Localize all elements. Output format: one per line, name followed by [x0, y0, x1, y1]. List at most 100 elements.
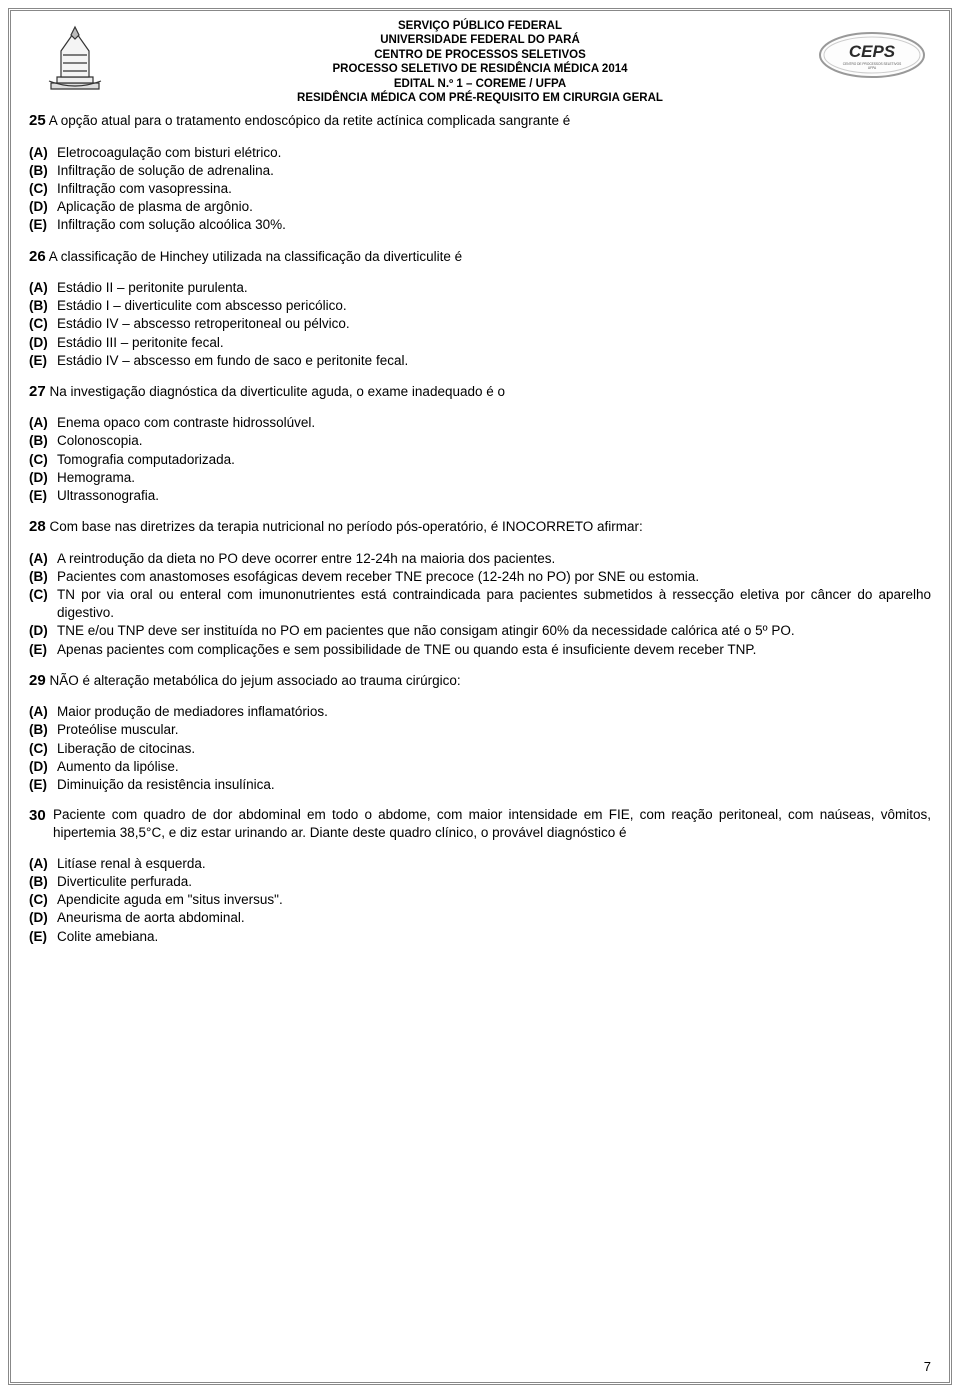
option-text: Infiltração com solução alcoólica 30%.	[57, 216, 931, 234]
option-c: (C)Liberação de citocinas.	[29, 740, 931, 758]
svg-text:UFPA: UFPA	[868, 66, 877, 70]
option-d: (D)Aneurisma de aorta abdominal.	[29, 909, 931, 927]
ufpa-crest-icon	[39, 23, 111, 97]
question-stem: 30 Paciente com quadro de dor abdominal …	[29, 806, 931, 842]
option-d: (D)Aumento da lipólise.	[29, 758, 931, 776]
option-a: (A)A reintrodução da dieta no PO deve oc…	[29, 550, 931, 568]
option-d: (D)Estádio III – peritonite fecal.	[29, 334, 931, 352]
header-line: PROCESSO SELETIVO DE RESIDÊNCIA MÉDICA 2…	[29, 62, 931, 76]
header-line: SERVIÇO PÚBLICO FEDERAL	[29, 19, 931, 33]
option-letter: (C)	[29, 891, 57, 909]
question-number: 29	[29, 672, 46, 689]
option-text: Estádio II – peritonite purulenta.	[57, 279, 931, 297]
question-text: Na investigação diagnóstica da diverticu…	[49, 384, 505, 399]
option-text: Estádio IV – abscesso em fundo de saco e…	[57, 352, 931, 370]
ceps-logo-text: CEPS	[849, 42, 896, 61]
option-c: (C)Tomografia computadorizada.	[29, 451, 931, 469]
option-text: A reintrodução da dieta no PO deve ocorr…	[57, 550, 931, 568]
option-text: Colite amebiana.	[57, 928, 931, 946]
options-list: (A)A reintrodução da dieta no PO deve oc…	[29, 550, 931, 659]
option-letter: (A)	[29, 703, 57, 721]
header-line: RESIDÊNCIA MÉDICA COM PRÉ-REQUISITO EM C…	[29, 91, 931, 105]
option-e: (E)Apenas pacientes com complicações e s…	[29, 641, 931, 659]
question-text: Paciente com quadro de dor abdominal em …	[53, 806, 931, 842]
option-letter: (D)	[29, 909, 57, 927]
option-letter: (D)	[29, 334, 57, 352]
option-a: (A)Litíase renal à esquerda.	[29, 855, 931, 873]
option-a: (A)Maior produção de mediadores inflamat…	[29, 703, 931, 721]
option-b: (B)Diverticulite perfurada.	[29, 873, 931, 891]
option-letter: (A)	[29, 855, 57, 873]
option-letter: (B)	[29, 297, 57, 315]
option-c: (C)TN por via oral ou enteral com imunon…	[29, 586, 931, 622]
option-text: Diverticulite perfurada.	[57, 873, 931, 891]
option-b: (B)Infiltração de solução de adrenalina.	[29, 162, 931, 180]
option-text: Liberação de citocinas.	[57, 740, 931, 758]
option-b: (B)Estádio I – diverticulite com abscess…	[29, 297, 931, 315]
option-a: (A)Eletrocoagulação com bisturi elétrico…	[29, 144, 931, 162]
option-text: Eletrocoagulação com bisturi elétrico.	[57, 144, 931, 162]
question-25: 25 A opção atual para o tratamento endos…	[29, 111, 931, 234]
option-letter: (C)	[29, 315, 57, 333]
page-number: 7	[924, 1359, 931, 1374]
question-text: NÃO é alteração metabólica do jejum asso…	[49, 673, 460, 688]
option-text: Aneurisma de aorta abdominal.	[57, 909, 931, 927]
option-text: Diminuição da resistência insulínica.	[57, 776, 931, 794]
option-letter: (C)	[29, 740, 57, 758]
options-list: (A)Estádio II – peritonite purulenta. (B…	[29, 279, 931, 370]
option-letter: (B)	[29, 162, 57, 180]
options-list: (A)Maior produção de mediadores inflamat…	[29, 703, 931, 794]
option-letter: (E)	[29, 641, 57, 659]
question-stem: 26 A classificação de Hinchey utilizada …	[29, 247, 931, 267]
question-number: 27	[29, 383, 46, 400]
option-text: Colonoscopia.	[57, 432, 931, 450]
option-b: (B)Pacientes com anastomoses esofágicas …	[29, 568, 931, 586]
option-letter: (D)	[29, 469, 57, 487]
option-d: (D)TNE e/ou TNP deve ser instituída no P…	[29, 622, 931, 640]
option-e: (E)Estádio IV – abscesso em fundo de sac…	[29, 352, 931, 370]
option-text: TNE e/ou TNP deve ser instituída no PO e…	[57, 622, 931, 640]
option-e: (E)Ultrassonografia.	[29, 487, 931, 505]
option-letter: (A)	[29, 414, 57, 432]
question-30: 30 Paciente com quadro de dor abdominal …	[29, 806, 931, 946]
option-text: Hemograma.	[57, 469, 931, 487]
option-letter: (B)	[29, 873, 57, 891]
option-letter: (D)	[29, 198, 57, 216]
option-e: (E)Infiltração com solução alcoólica 30%…	[29, 216, 931, 234]
option-letter: (E)	[29, 352, 57, 370]
option-letter: (E)	[29, 216, 57, 234]
question-number: 26	[29, 248, 46, 265]
question-26: 26 A classificação de Hinchey utilizada …	[29, 247, 931, 370]
options-list: (A)Eletrocoagulação com bisturi elétrico…	[29, 144, 931, 235]
options-list: (A)Litíase renal à esquerda. (B)Divertic…	[29, 855, 931, 946]
option-b: (B)Colonoscopia.	[29, 432, 931, 450]
option-letter: (C)	[29, 451, 57, 469]
option-a: (A)Enema opaco com contraste hidrossolúv…	[29, 414, 931, 432]
option-text: Maior produção de mediadores inflamatóri…	[57, 703, 931, 721]
option-text: Apendicite aguda em "situs inversus".	[57, 891, 931, 909]
option-letter: (D)	[29, 758, 57, 776]
question-27: 27 Na investigação diagnóstica da divert…	[29, 382, 931, 505]
option-text: TN por via oral ou enteral com imunonutr…	[57, 586, 931, 622]
option-letter: (A)	[29, 144, 57, 162]
option-text: Infiltração de solução de adrenalina.	[57, 162, 931, 180]
option-text: Proteólise muscular.	[57, 721, 931, 739]
option-letter: (B)	[29, 432, 57, 450]
option-text: Aplicação de plasma de argônio.	[57, 198, 931, 216]
option-c: (C)Apendicite aguda em "situs inversus".	[29, 891, 931, 909]
option-letter: (A)	[29, 279, 57, 297]
option-e: (E)Colite amebiana.	[29, 928, 931, 946]
question-number: 28	[29, 518, 46, 535]
option-text: Ultrassonografia.	[57, 487, 931, 505]
question-number: 25	[29, 112, 46, 129]
option-e: (E)Diminuição da resistência insulínica.	[29, 776, 931, 794]
option-letter: (D)	[29, 622, 57, 640]
header-line: CENTRO DE PROCESSOS SELETIVOS	[29, 48, 931, 62]
option-text: Estádio III – peritonite fecal.	[57, 334, 931, 352]
option-letter: (A)	[29, 550, 57, 568]
option-letter: (E)	[29, 928, 57, 946]
question-number: 30	[29, 806, 53, 842]
option-letter: (E)	[29, 487, 57, 505]
page-frame: CEPS CENTRO DE PROCESSOS SELETIVOS UFPA …	[8, 8, 952, 1385]
option-letter: (B)	[29, 721, 57, 739]
